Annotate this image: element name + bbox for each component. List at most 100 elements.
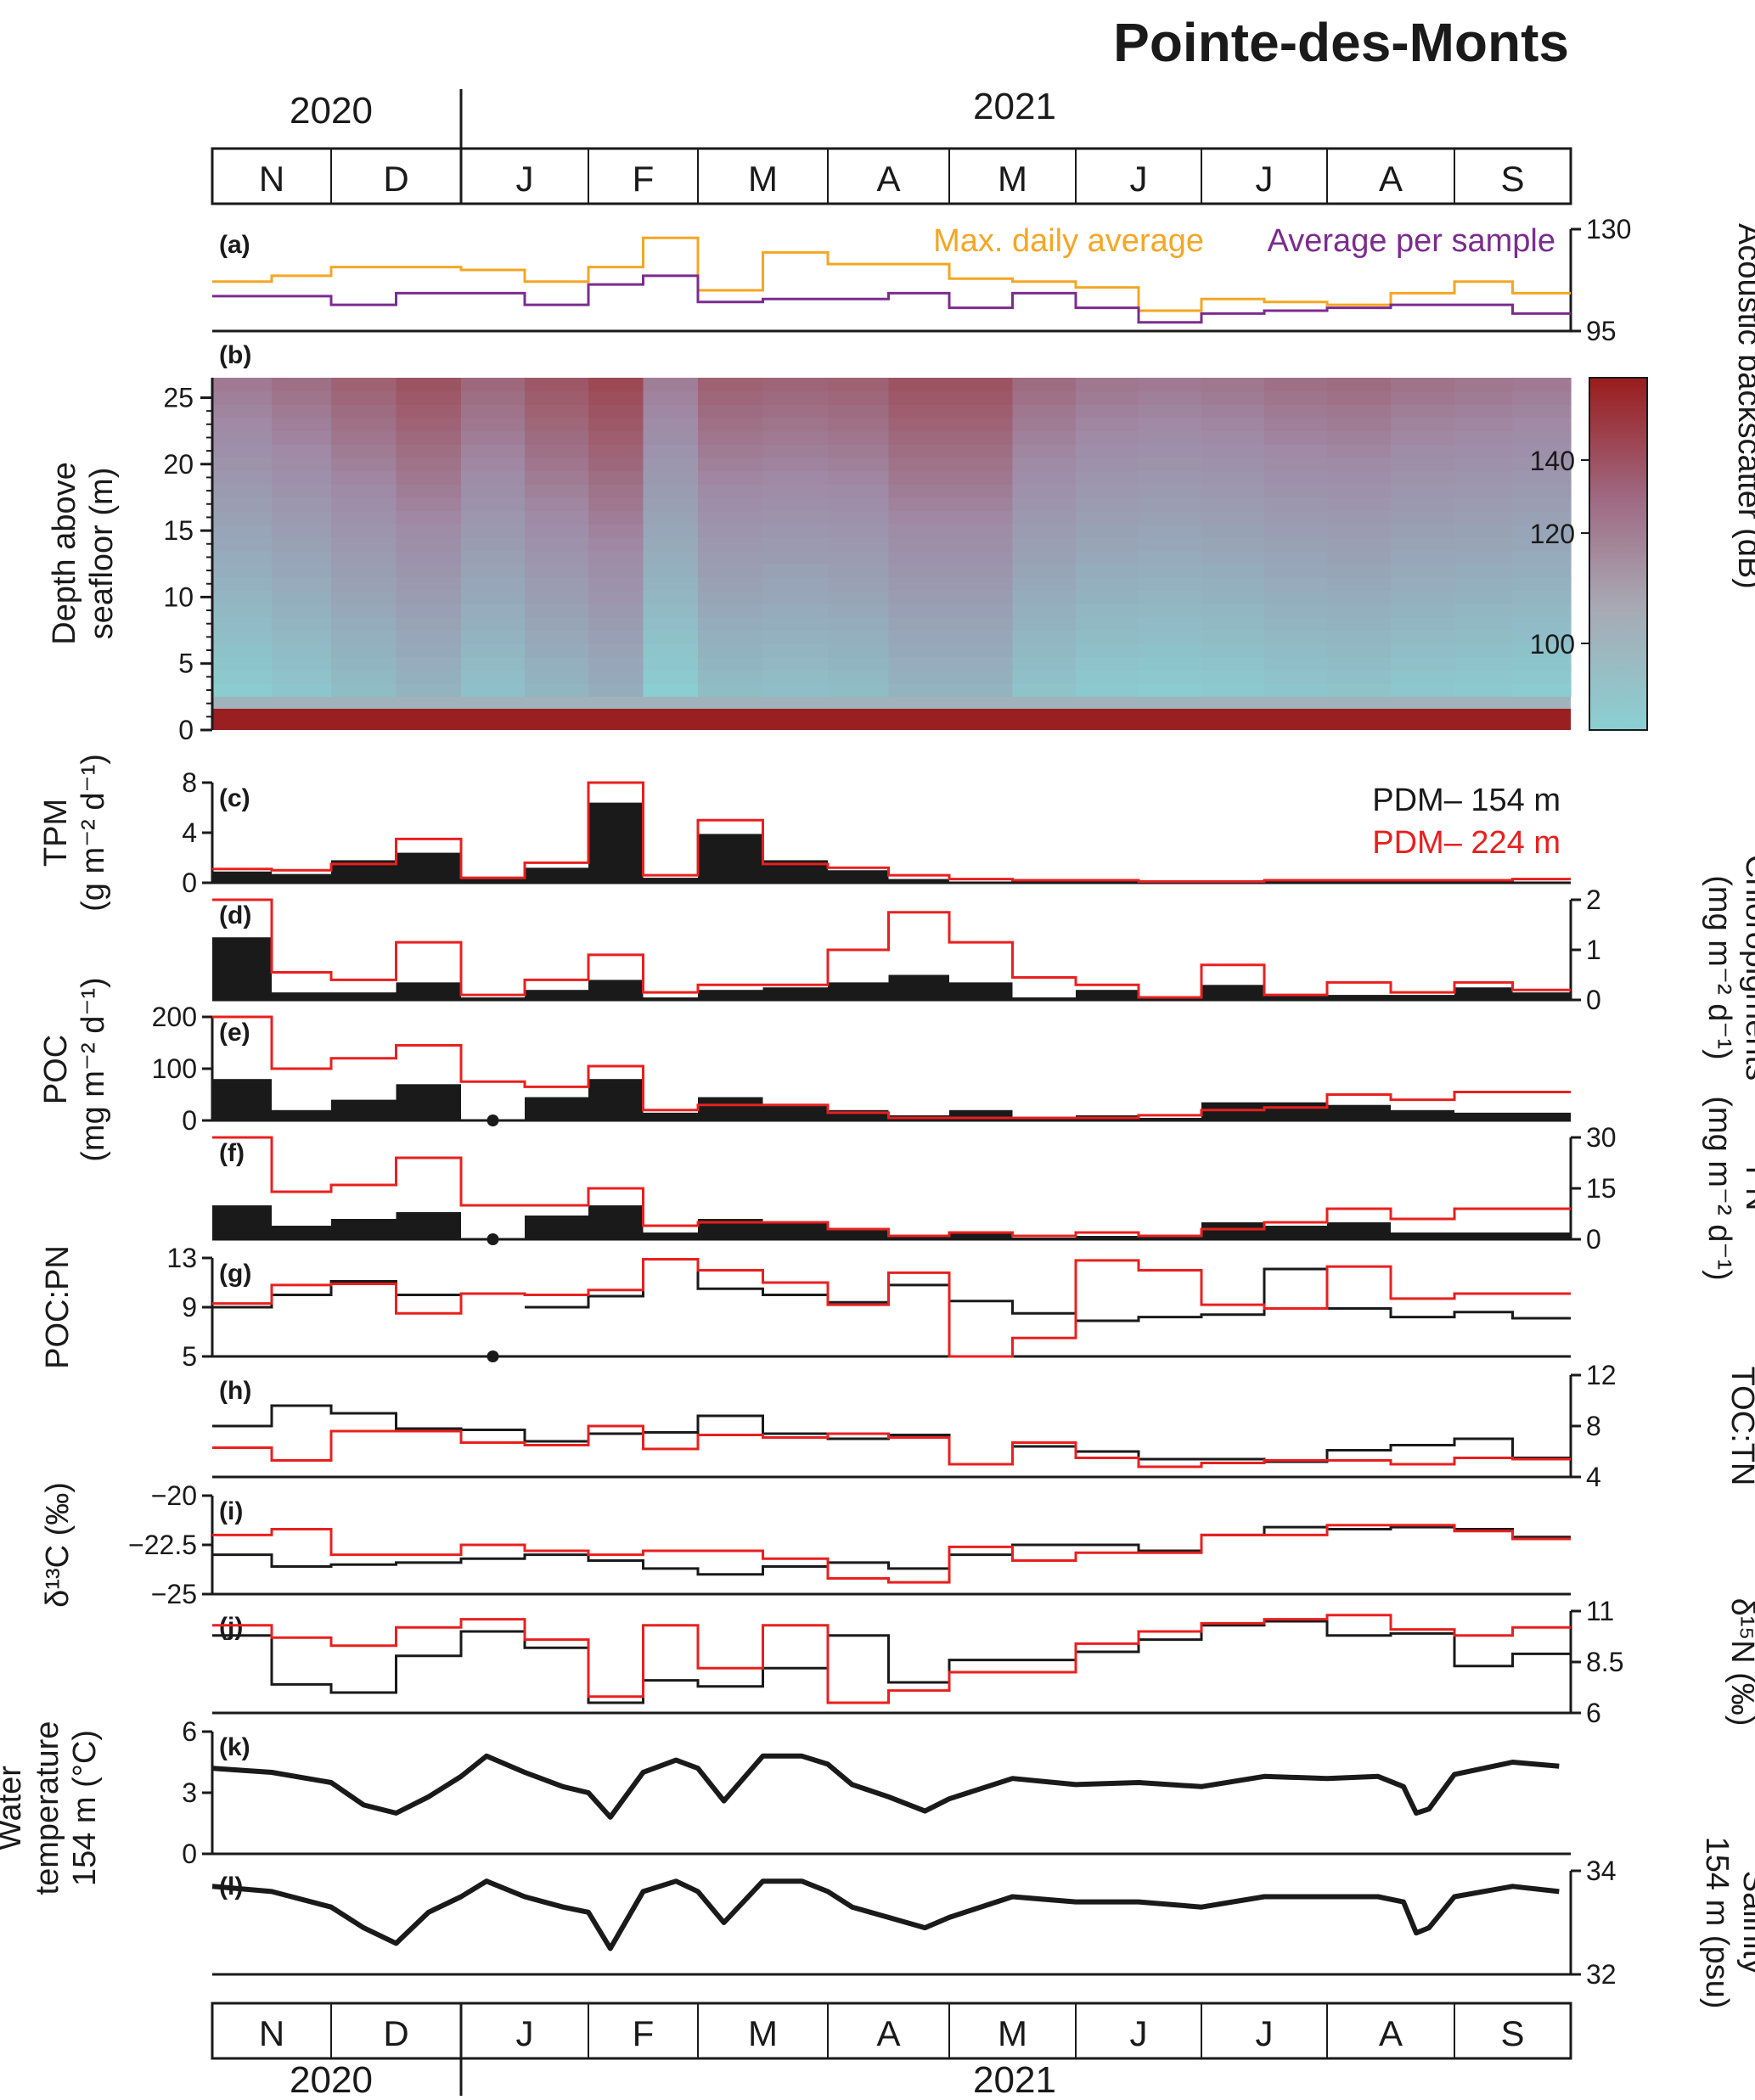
heat-cell <box>1327 564 1392 578</box>
heat-cell <box>1512 576 1572 592</box>
bar-c-3 <box>396 852 461 883</box>
heat-cell <box>1012 536 1077 552</box>
heat-cell <box>1391 444 1455 458</box>
timeseries-k <box>211 1753 1560 1820</box>
heat-cell <box>272 656 332 671</box>
heat-cell <box>1454 497 1514 512</box>
heat-cell <box>1139 616 1202 632</box>
month-label-3: F <box>633 2013 655 2053</box>
heat-cell <box>212 417 273 432</box>
heat-cell <box>828 604 890 618</box>
heat-cell <box>212 616 273 632</box>
heat-cell <box>1012 390 1077 405</box>
heat-cell <box>643 604 699 618</box>
heat-cell <box>461 564 526 578</box>
heat-cell <box>331 470 397 485</box>
ylabel-g-line-0: POC:PN <box>40 1245 76 1369</box>
heat-cell <box>272 524 332 538</box>
heat-cell <box>762 404 829 418</box>
heat-cell <box>1264 417 1328 432</box>
bar-d-21 <box>1512 992 1571 1000</box>
month-label-6: M <box>998 2013 1027 2053</box>
heat-cell <box>828 590 890 604</box>
heat-cell <box>698 457 764 472</box>
heat-cell <box>1012 576 1077 592</box>
heat-cell <box>1327 656 1392 671</box>
ylabel-f-line-1: (mg m⁻² d⁻¹) <box>1702 1096 1737 1280</box>
heat-cell <box>331 576 397 592</box>
bar-e-17 <box>1264 1102 1327 1120</box>
heat-cell <box>396 683 462 698</box>
heat-cell <box>1454 643 1514 658</box>
line-a-1 <box>212 274 1571 324</box>
month-label-4: M <box>748 159 778 199</box>
heat-cell <box>272 590 332 604</box>
bar-d-5 <box>525 990 588 1000</box>
bar-c-17 <box>1264 881 1327 883</box>
heat-cell <box>272 470 332 485</box>
bar-c-21 <box>1512 881 1571 883</box>
heat-cell <box>331 404 397 418</box>
heat-cell <box>272 604 332 618</box>
ylabel-d-line-1: (mg m⁻² d⁻¹) <box>1702 875 1737 1059</box>
heat-cell <box>461 683 526 698</box>
heat-cell <box>949 616 1014 632</box>
heat-cell <box>212 564 273 578</box>
heat-cell <box>1201 510 1265 525</box>
heat-cell <box>212 683 273 698</box>
heat-cell <box>1391 457 1455 472</box>
heat-cell <box>1139 484 1202 498</box>
bar-c-6 <box>588 802 644 883</box>
heat-cell <box>1012 470 1077 485</box>
heat-cell <box>1076 430 1139 445</box>
bar-c-12 <box>949 881 1013 883</box>
heat-cell <box>828 564 890 578</box>
bar-f-19 <box>1391 1232 1454 1239</box>
heat-cell <box>888 683 950 698</box>
heat-cell <box>949 670 1014 684</box>
heat-cell <box>212 444 273 458</box>
tick-label-d-0: 2 <box>1586 884 1601 915</box>
ylabel-k-line-0: Water <box>0 1766 28 1850</box>
ylabel-b-line-1: seafloor (m) <box>84 468 120 640</box>
bar-d-4 <box>461 997 525 1000</box>
heat-cell <box>525 590 589 604</box>
heat-cell <box>525 444 589 458</box>
panel-i: (i) −20 −22.5 −25 <box>128 1480 1571 1609</box>
heat-cell <box>1512 536 1572 552</box>
series-a-1 <box>212 274 1571 324</box>
heat-cell <box>888 390 950 405</box>
series-e-7 <box>212 1015 1571 1120</box>
heat-cell <box>762 470 829 485</box>
bar-f-15 <box>1139 1236 1201 1239</box>
heat-cell <box>525 378 589 392</box>
heat-cell <box>525 630 589 644</box>
panel-g: (g) 13 9 5 <box>166 1243 1571 1372</box>
heat-cell <box>525 390 589 405</box>
heat-cell <box>949 604 1014 618</box>
bar-d-14 <box>1076 990 1139 1000</box>
tick-label-b-2: 15 <box>163 515 194 546</box>
heat-cell <box>525 550 589 564</box>
heat-cell <box>698 670 764 684</box>
heat-cell <box>1391 683 1455 698</box>
heat-cell <box>643 630 699 644</box>
bar-c-11 <box>888 879 949 883</box>
heat-cell <box>888 484 950 498</box>
heat-cell <box>1327 630 1392 644</box>
heat-cell <box>762 457 829 472</box>
heat-cell <box>331 378 397 392</box>
heat-cell <box>1201 590 1265 604</box>
heat-cell <box>1139 417 1202 432</box>
heat-cell <box>643 417 699 432</box>
heat-cell <box>272 390 332 405</box>
heat-cell <box>212 510 273 525</box>
heat-cell <box>525 643 589 658</box>
heat-cell <box>331 643 397 658</box>
bar-d-18 <box>1327 995 1391 1000</box>
heat-cell <box>828 536 890 552</box>
heat-cell <box>331 524 397 538</box>
heat-cell <box>1454 536 1514 552</box>
month-label-9: A <box>1379 159 1403 199</box>
